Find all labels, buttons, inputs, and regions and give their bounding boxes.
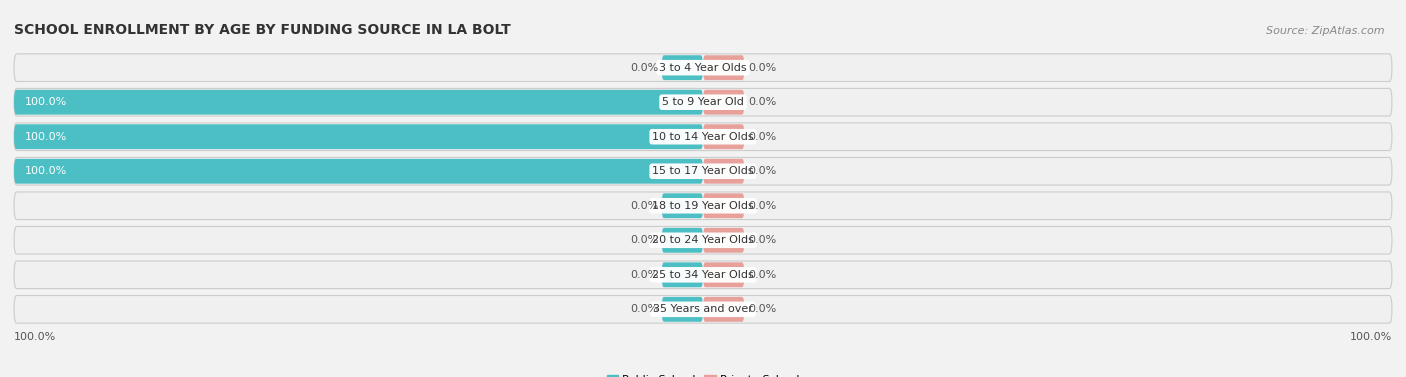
Text: 100.0%: 100.0% — [24, 132, 66, 142]
FancyBboxPatch shape — [703, 262, 744, 287]
FancyBboxPatch shape — [14, 124, 703, 149]
Text: 0.0%: 0.0% — [630, 63, 658, 73]
FancyBboxPatch shape — [703, 124, 744, 149]
FancyBboxPatch shape — [662, 55, 703, 80]
Text: 0.0%: 0.0% — [748, 304, 776, 314]
Text: 0.0%: 0.0% — [748, 97, 776, 107]
FancyBboxPatch shape — [662, 193, 703, 218]
Text: Source: ZipAtlas.com: Source: ZipAtlas.com — [1267, 26, 1385, 37]
Text: 100.0%: 100.0% — [24, 166, 66, 176]
Text: 0.0%: 0.0% — [748, 63, 776, 73]
Text: 100.0%: 100.0% — [14, 332, 56, 342]
FancyBboxPatch shape — [703, 55, 744, 80]
Text: 25 to 34 Year Olds: 25 to 34 Year Olds — [652, 270, 754, 280]
Text: 100.0%: 100.0% — [1350, 332, 1392, 342]
FancyBboxPatch shape — [703, 228, 744, 253]
Legend: Public School, Private School: Public School, Private School — [602, 370, 804, 377]
FancyBboxPatch shape — [14, 261, 1392, 289]
Text: 0.0%: 0.0% — [630, 201, 658, 211]
FancyBboxPatch shape — [14, 227, 1392, 254]
Text: 0.0%: 0.0% — [748, 132, 776, 142]
FancyBboxPatch shape — [703, 297, 744, 322]
Text: SCHOOL ENROLLMENT BY AGE BY FUNDING SOURCE IN LA BOLT: SCHOOL ENROLLMENT BY AGE BY FUNDING SOUR… — [14, 23, 510, 37]
FancyBboxPatch shape — [14, 90, 703, 115]
Text: 3 to 4 Year Olds: 3 to 4 Year Olds — [659, 63, 747, 73]
Text: 20 to 24 Year Olds: 20 to 24 Year Olds — [652, 235, 754, 245]
Text: 18 to 19 Year Olds: 18 to 19 Year Olds — [652, 201, 754, 211]
Text: 5 to 9 Year Old: 5 to 9 Year Old — [662, 97, 744, 107]
FancyBboxPatch shape — [14, 296, 1392, 323]
Text: 0.0%: 0.0% — [748, 270, 776, 280]
FancyBboxPatch shape — [662, 228, 703, 253]
Text: 0.0%: 0.0% — [630, 304, 658, 314]
Text: 10 to 14 Year Olds: 10 to 14 Year Olds — [652, 132, 754, 142]
Text: 0.0%: 0.0% — [630, 270, 658, 280]
Text: 35 Years and over: 35 Years and over — [652, 304, 754, 314]
FancyBboxPatch shape — [662, 262, 703, 287]
FancyBboxPatch shape — [14, 54, 1392, 81]
Text: 0.0%: 0.0% — [748, 235, 776, 245]
FancyBboxPatch shape — [14, 159, 703, 184]
FancyBboxPatch shape — [14, 158, 1392, 185]
FancyBboxPatch shape — [703, 90, 744, 115]
Text: 15 to 17 Year Olds: 15 to 17 Year Olds — [652, 166, 754, 176]
FancyBboxPatch shape — [662, 297, 703, 322]
Text: 0.0%: 0.0% — [630, 235, 658, 245]
Text: 100.0%: 100.0% — [24, 97, 66, 107]
FancyBboxPatch shape — [14, 192, 1392, 219]
Text: 0.0%: 0.0% — [748, 201, 776, 211]
FancyBboxPatch shape — [703, 159, 744, 184]
FancyBboxPatch shape — [703, 193, 744, 218]
Text: 0.0%: 0.0% — [748, 166, 776, 176]
FancyBboxPatch shape — [14, 123, 1392, 150]
FancyBboxPatch shape — [14, 88, 1392, 116]
